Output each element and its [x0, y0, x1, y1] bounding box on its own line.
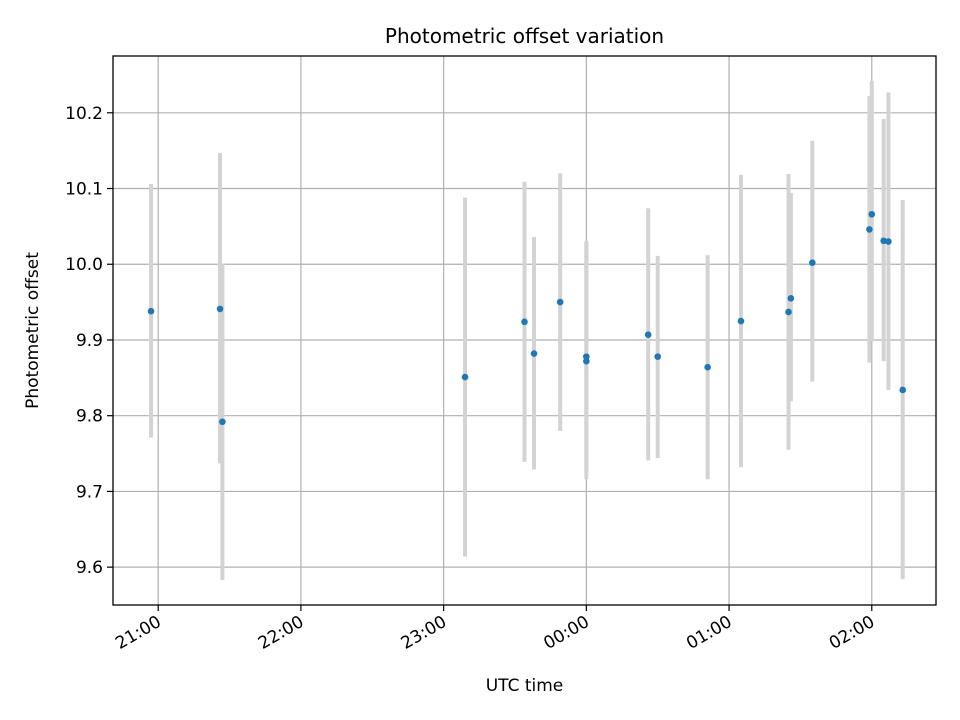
data-point — [809, 259, 816, 267]
data-point — [521, 318, 528, 326]
y-axis-label: Photometric offset — [23, 252, 43, 409]
data-point — [899, 386, 906, 394]
point-layer — [147, 210, 906, 426]
chart-title: Photometric offset variation — [385, 24, 664, 48]
errorbar-layer — [149, 80, 905, 581]
data-point — [885, 238, 892, 245]
data-point — [704, 363, 711, 371]
data-point — [785, 308, 792, 316]
data-point — [147, 307, 155, 315]
y-tick-label: 9.6 — [76, 558, 103, 578]
data-point — [787, 295, 795, 302]
x-tick-label: 22:00 — [255, 612, 307, 654]
data-point — [654, 353, 662, 360]
data-point — [461, 373, 469, 381]
y-tick-label: 9.8 — [76, 407, 103, 427]
y-tick-label: 10.1 — [65, 180, 103, 200]
y-tick-label: 9.9 — [76, 331, 103, 351]
tick-layer: 21:00 22:00 23:00 00:00 01:00 02:00 9.6 9.7 9.8 9… — [65, 104, 878, 654]
x-tick-label: 02:00 — [826, 612, 878, 654]
x-tick-label: 23:00 — [398, 612, 450, 654]
y-tick-label: 10.2 — [65, 104, 103, 124]
x-tick-label: 21:00 — [112, 612, 164, 654]
data-point — [583, 353, 590, 360]
data-point — [530, 350, 538, 357]
data-point — [737, 317, 745, 325]
data-point — [868, 210, 876, 218]
x-tick-label: 00:00 — [540, 612, 592, 654]
x-axis-label: UTC time — [486, 676, 564, 696]
x-tick-label: 01:00 — [683, 612, 735, 654]
data-point — [556, 298, 564, 306]
y-tick-label: 10.0 — [65, 255, 103, 275]
data-point — [216, 305, 224, 313]
y-tick-label: 9.7 — [76, 482, 103, 502]
data-point — [644, 331, 652, 338]
plot-frame — [112, 55, 937, 606]
data-point — [583, 357, 590, 365]
data-point — [219, 418, 226, 426]
data-point — [866, 226, 873, 233]
